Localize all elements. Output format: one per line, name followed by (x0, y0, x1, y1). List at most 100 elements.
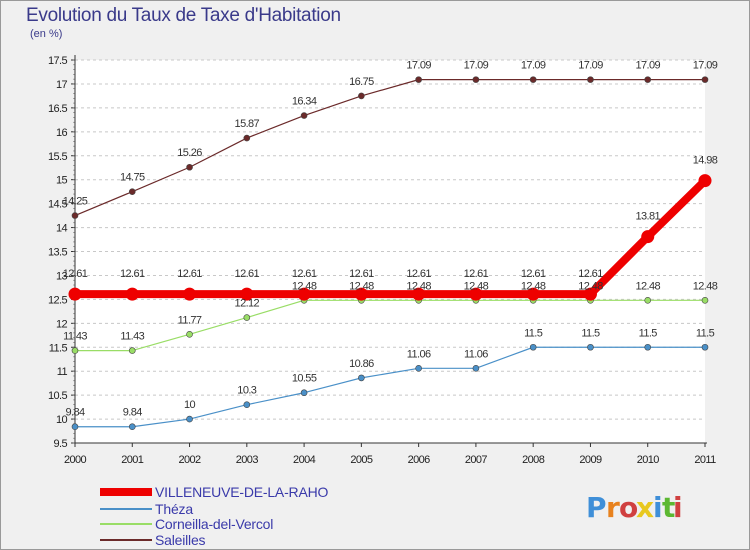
data-point (587, 343, 594, 351)
data-label: 11.77 (178, 314, 202, 326)
data-label: 12.61 (349, 268, 374, 280)
y-tick-label: 11 (57, 366, 68, 378)
data-label: 14.25 (63, 196, 88, 208)
data-point (701, 76, 709, 83)
logo-letter: o (619, 491, 638, 524)
data-label: 11.43 (63, 331, 87, 343)
data-label: 12.61 (235, 268, 260, 280)
chart-title: Evolution du Taux de Taxe d'Habitation (26, 5, 341, 26)
x-tick-label: 2001 (121, 454, 144, 466)
data-point (412, 287, 426, 301)
data-label: 10.55 (292, 373, 317, 385)
data-label: 10 (184, 399, 196, 411)
data-label: 17.09 (635, 60, 660, 72)
data-point (701, 343, 709, 351)
y-tick-label: 16 (56, 127, 68, 139)
data-point (71, 347, 79, 354)
data-label: 14.75 (120, 172, 145, 184)
data-point (128, 347, 136, 354)
data-point (698, 174, 712, 188)
data-point (469, 287, 483, 301)
data-label: 17.09 (693, 60, 718, 72)
data-label: 12.61 (464, 268, 489, 280)
series-line (74, 79, 705, 217)
x-tick-label: 2006 (408, 454, 431, 466)
data-label: 11.5 (639, 327, 658, 339)
data-label: 12.48 (406, 280, 431, 292)
data-label: 12.48 (521, 280, 546, 292)
data-point (128, 188, 136, 195)
data-point (701, 297, 709, 304)
data-point (358, 374, 365, 382)
data-point (186, 415, 193, 423)
data-point (128, 423, 136, 431)
logo-letter: r (606, 491, 620, 524)
logo-letter: i (673, 491, 683, 524)
data-label: 15.87 (235, 118, 260, 130)
data-point (240, 287, 254, 301)
data-point (644, 76, 652, 83)
chart-subtitle: (en %) (30, 28, 63, 40)
data-label: 10.3 (237, 385, 256, 397)
data-label: 12.61 (406, 268, 431, 280)
y-tick-label: 12 (56, 318, 68, 330)
data-label: 11.06 (407, 348, 431, 360)
data-label: 12.48 (464, 280, 489, 292)
data-point (125, 287, 139, 301)
data-label: 12.61 (521, 268, 546, 280)
y-tick-label: 15.5 (48, 151, 67, 163)
x-tick-label: 2000 (64, 454, 87, 466)
data-label: 12.61 (63, 268, 88, 280)
x-tick-label: 2002 (179, 454, 202, 466)
y-tick-label: 13.5 (48, 247, 67, 259)
data-point (415, 365, 422, 372)
data-label: 16.34 (292, 96, 317, 108)
data-label: 12.48 (292, 280, 317, 292)
legend-label: Corneilla-del-Vercol (155, 516, 273, 532)
data-point (644, 343, 652, 351)
data-label: 11.43 (120, 331, 144, 343)
x-tick-label: 2005 (350, 454, 373, 466)
x-tick-label: 2010 (637, 454, 660, 466)
data-point (243, 314, 251, 321)
data-point (529, 343, 537, 351)
logo-letter: i (653, 491, 663, 524)
data-point (71, 423, 79, 431)
y-tick-label: 11.5 (49, 342, 68, 354)
data-label: 12.61 (120, 268, 145, 280)
data-point (472, 365, 480, 372)
data-point (71, 212, 79, 219)
y-tick-label: 10.5 (48, 390, 67, 402)
y-tick-label: 10 (56, 414, 68, 426)
data-point (587, 76, 594, 83)
data-label: 11.5 (581, 327, 600, 339)
y-tick-label: 13 (56, 270, 68, 282)
y-tick-label: 9.5 (54, 438, 68, 450)
y-tick-label: 12.5 (48, 294, 67, 306)
data-label: 13.81 (635, 211, 660, 223)
data-point (68, 287, 82, 301)
data-label: 17.09 (578, 60, 603, 72)
data-label: 14.98 (693, 155, 718, 167)
data-point (297, 287, 311, 301)
y-tick-label: 14.5 (48, 199, 67, 211)
x-tick-label: 2007 (465, 454, 488, 466)
data-label: 12.61 (177, 268, 202, 280)
data-label: 9.84 (123, 407, 142, 419)
series-line (75, 299, 705, 352)
x-tick-label: 2003 (236, 454, 259, 466)
y-tick-label: 15 (56, 175, 68, 187)
data-label: 12.48 (578, 280, 603, 292)
x-tick-label: 2008 (522, 454, 545, 466)
data-point (526, 287, 540, 301)
data-label: 17.09 (406, 60, 431, 72)
series-line (75, 346, 705, 428)
data-label: 12.61 (578, 268, 603, 280)
data-point (243, 134, 251, 142)
data-point (354, 287, 368, 301)
x-tick-label: 2004 (293, 454, 316, 466)
data-point (358, 92, 365, 100)
data-label: 15.26 (177, 147, 202, 159)
logo-letter: t (662, 491, 675, 524)
